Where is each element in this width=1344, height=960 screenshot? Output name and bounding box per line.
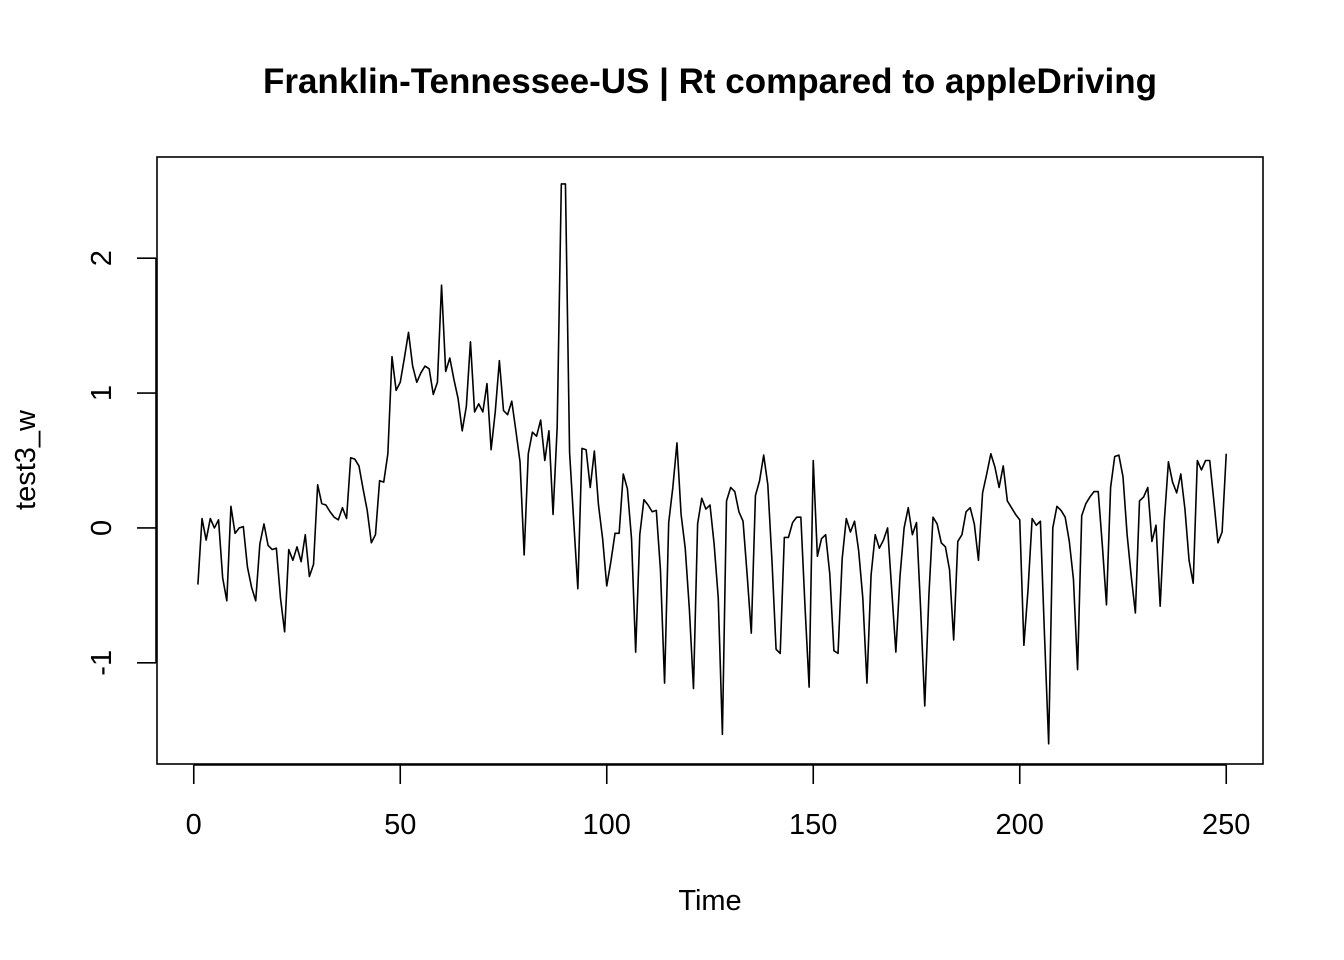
y-tick-label: 1 xyxy=(86,385,118,401)
plot-frame xyxy=(156,156,1264,765)
y-axis-label: test3_w xyxy=(10,409,42,510)
y-axis: -1 0 1 2 xyxy=(86,250,157,676)
x-tick-label: 50 xyxy=(384,809,416,841)
x-axis: 0 50 100 150 200 250 xyxy=(186,764,1250,841)
y-tick-label: -1 xyxy=(86,650,118,676)
y-tick-label: 2 xyxy=(86,250,118,266)
x-tick-label: 250 xyxy=(1202,809,1250,841)
x-axis-label: Time xyxy=(678,885,741,917)
x-tick-label: 0 xyxy=(186,809,202,841)
x-tick-label: 200 xyxy=(996,809,1044,841)
chart-title: Franklin-Tennessee-US | Rt compared to a… xyxy=(263,62,1157,101)
y-tick-label: 0 xyxy=(86,520,118,536)
series-line xyxy=(197,183,1228,745)
x-tick-label: 150 xyxy=(789,809,837,841)
x-tick-label: 100 xyxy=(583,809,631,841)
